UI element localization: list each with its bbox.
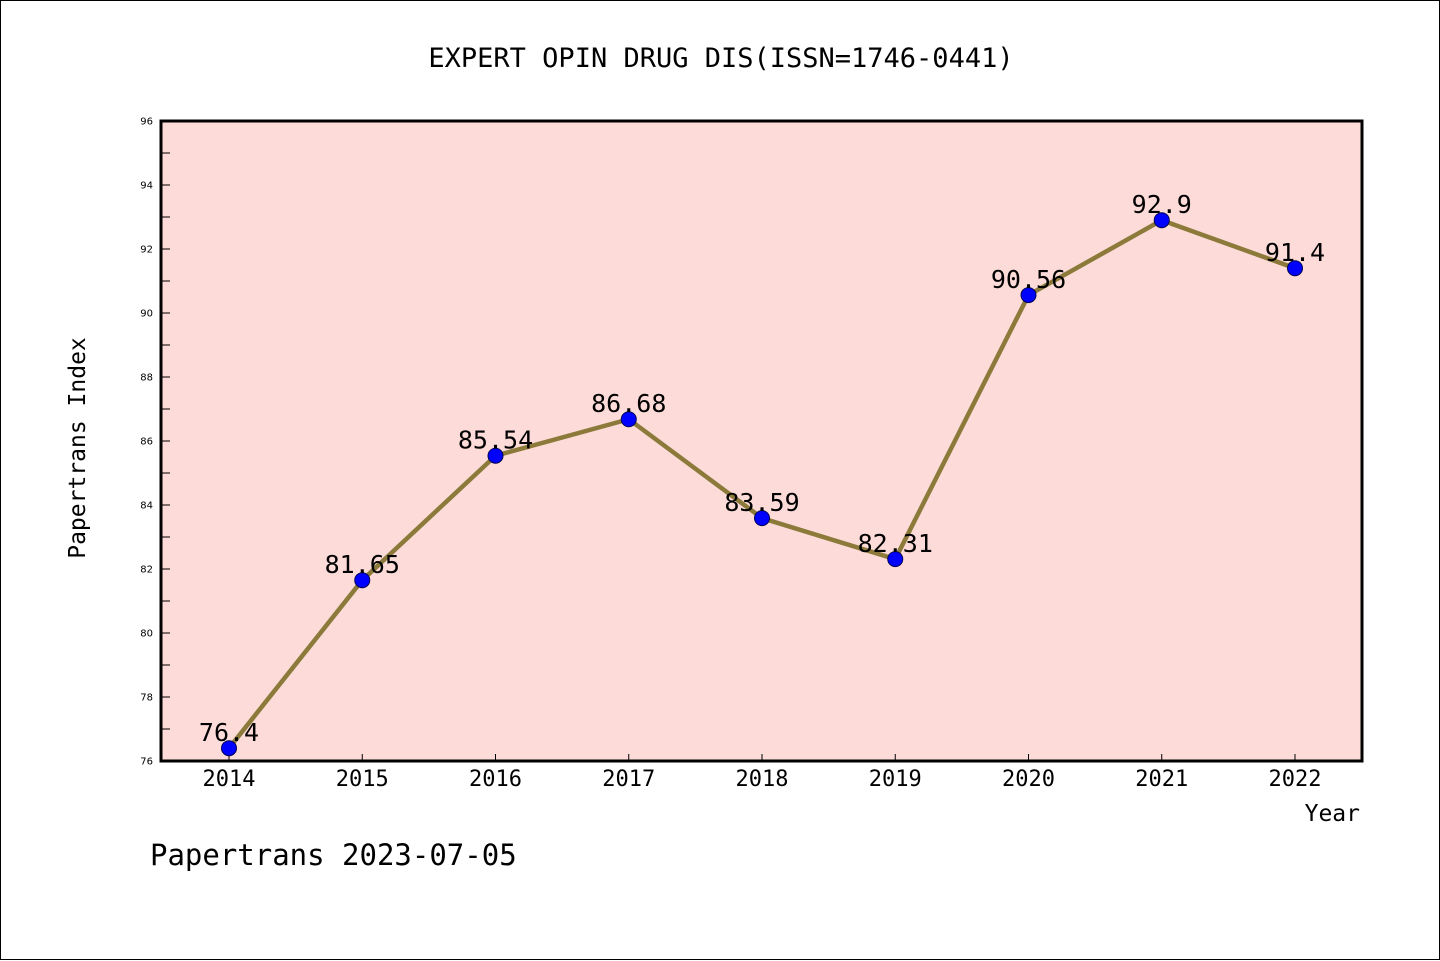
- y-tick-label: 94: [140, 181, 153, 192]
- data-label: 81.65: [325, 550, 400, 579]
- data-label: 85.54: [458, 426, 533, 455]
- y-tick-label: 80: [140, 629, 153, 640]
- y-tick-label: 92: [140, 245, 153, 256]
- y-tick-label: 88: [140, 373, 153, 384]
- y-tick-label: 90: [140, 309, 153, 320]
- data-point: [221, 740, 237, 757]
- x-tick-label: 2019: [869, 767, 922, 792]
- y-axis: 76 78 80 82 84 86 88 90 92 94 96: [140, 117, 170, 768]
- data-label: 91.4: [1265, 238, 1325, 267]
- data-label-group: 76.4 81.65 85.54 86.68 83.59 82.31 90.56 92.9 91…: [199, 190, 1325, 747]
- data-label: 76.4: [199, 718, 259, 747]
- data-point: [887, 551, 904, 568]
- data-point: [620, 411, 637, 428]
- data-label: 82.31: [858, 529, 933, 558]
- data-point: [1153, 212, 1170, 229]
- y-tick-label: 76: [140, 757, 153, 768]
- x-tick-label: 2017: [602, 767, 655, 792]
- data-label: 92.9: [1132, 190, 1192, 219]
- y-tick-label: 86: [140, 437, 153, 448]
- series-group: [221, 212, 1303, 757]
- x-tick-label: 2015: [336, 767, 389, 792]
- data-point: [354, 572, 371, 589]
- x-tick-label: 2018: [736, 767, 789, 792]
- data-point: [1287, 260, 1303, 277]
- data-point: [1020, 287, 1037, 304]
- x-tick-label: 2020: [1002, 767, 1055, 792]
- data-label: 86.68: [591, 389, 666, 418]
- chart-title: EXPERT OPIN DRUG DIS(ISSN=1746-0441): [428, 43, 1013, 74]
- x-axis: 2014 2015 2016 2017 2018 2019 2020 2021 2022: [203, 754, 1322, 792]
- y-axis-title: Papertrans Index: [65, 337, 91, 559]
- y-tick-label: 78: [140, 693, 153, 704]
- data-point: [487, 447, 504, 464]
- x-tick-label: 2022: [1269, 767, 1322, 792]
- x-tick-label: 2014: [203, 767, 256, 792]
- x-axis-title: Year: [1305, 801, 1360, 827]
- data-label: 83.59: [724, 488, 799, 517]
- y-tick-label: 84: [140, 501, 153, 512]
- x-tick-label: 2021: [1135, 767, 1188, 792]
- data-label: 90.56: [991, 265, 1066, 294]
- footer-text: Papertrans 2023-07-05: [150, 838, 517, 872]
- y-tick-label: 96: [140, 117, 153, 128]
- data-point: [754, 510, 770, 527]
- y-tick-label: 82: [140, 565, 153, 576]
- x-tick-label: 2016: [469, 767, 522, 792]
